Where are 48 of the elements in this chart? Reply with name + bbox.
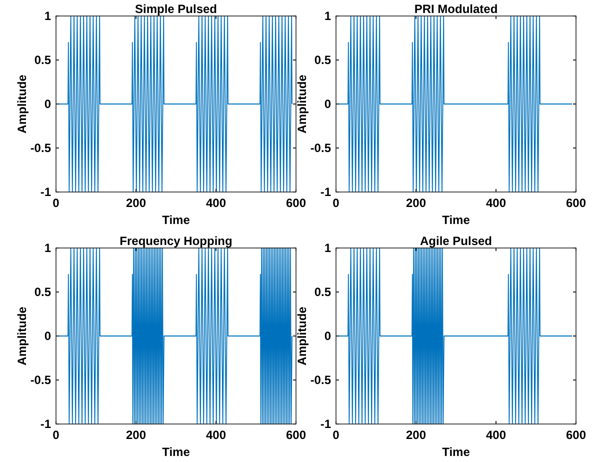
y-tick-label: 0.5 <box>314 285 332 299</box>
y-tick-label: 0 <box>324 97 332 111</box>
y-tick-label: 1 <box>44 9 52 23</box>
x-axis-title: Time <box>162 445 190 459</box>
y-tick-label: -1 <box>320 417 332 431</box>
x-tick-label: 400 <box>206 196 226 210</box>
y-tick-label: -0.5 <box>310 373 332 387</box>
y-tick-label: 1 <box>324 9 332 23</box>
y-tick-label: -0.5 <box>30 141 52 155</box>
x-tick-label: 200 <box>406 196 426 210</box>
y-tick-label: -1 <box>320 185 332 199</box>
x-axis-title: Time <box>442 213 470 227</box>
x-axis-title: Time <box>162 213 190 227</box>
x-tick-label: 600 <box>566 196 586 210</box>
chart-title: Simple Pulsed <box>134 2 218 16</box>
y-tick-label: 0 <box>44 329 52 343</box>
x-tick-label: 400 <box>486 196 506 210</box>
y-tick-label: -0.5 <box>30 373 52 387</box>
y-tick-label: 1 <box>44 241 52 255</box>
x-tick-label: 0 <box>52 428 60 442</box>
x-tick-label: 600 <box>286 196 306 210</box>
chart-title: PRI Modulated <box>414 2 498 16</box>
y-tick-label: 0 <box>44 97 52 111</box>
x-tick-label: 600 <box>566 428 586 442</box>
y-axis-title: Amplitude <box>295 74 309 134</box>
x-tick-label: 0 <box>332 428 340 442</box>
y-tick-label: -0.5 <box>310 141 332 155</box>
chart-title: Agile Pulsed <box>420 234 492 248</box>
chart-title: Frequency Hopping <box>120 234 232 248</box>
y-tick-label: 0 <box>324 329 332 343</box>
y-tick-label: -1 <box>40 417 52 431</box>
x-tick-label: 0 <box>332 196 340 210</box>
y-tick-label: 0.5 <box>34 285 52 299</box>
y-tick-label: 1 <box>324 241 332 255</box>
x-tick-label: 200 <box>406 428 426 442</box>
x-tick-label: 200 <box>126 196 146 210</box>
y-tick-label: 0.5 <box>34 53 52 67</box>
y-axis-title: Amplitude <box>15 74 29 134</box>
x-tick-label: 400 <box>486 428 506 442</box>
y-tick-label: 0.5 <box>314 53 332 67</box>
x-axis-title: Time <box>442 445 470 459</box>
y-tick-label: -1 <box>40 185 52 199</box>
x-tick-label: 600 <box>286 428 306 442</box>
y-axis-title: Amplitude <box>295 306 309 366</box>
x-tick-label: 400 <box>206 428 226 442</box>
x-tick-label: 200 <box>126 428 146 442</box>
x-tick-label: 0 <box>52 196 60 210</box>
y-axis-title: Amplitude <box>15 306 29 366</box>
